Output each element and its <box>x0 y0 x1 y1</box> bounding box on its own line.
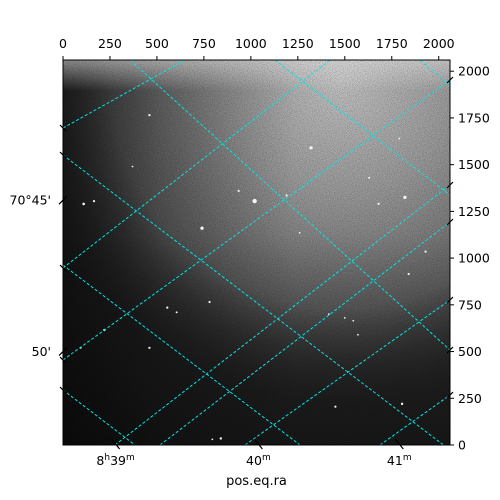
x-axis-label: pos.eq.ra <box>226 474 287 489</box>
edge-grid-tick-7 <box>446 346 454 354</box>
edge-grid-tick-8 <box>446 181 454 189</box>
dec-tick-0 <box>58 195 68 205</box>
bottom-ra-axis: 8h39m 40m 41m <box>96 438 412 468</box>
ra-tick-label-1: 40m <box>246 453 271 468</box>
top-tick-label-7: 1750 <box>376 36 408 51</box>
top-tick-label-2: 500 <box>145 36 169 51</box>
star-22 <box>334 405 337 408</box>
star-6 <box>82 202 85 206</box>
edge-grid-tick-2 <box>59 356 67 364</box>
grid-line-8 <box>63 154 445 445</box>
star-1 <box>200 226 204 230</box>
star-8 <box>237 189 240 192</box>
star-28 <box>368 176 371 179</box>
ra-tick-label-0: 8h39m <box>96 453 134 468</box>
ra-tick-2 <box>394 438 404 450</box>
top-tick-label-5: 1250 <box>282 36 314 51</box>
edge-grid-tick-5 <box>446 76 454 84</box>
right-tick-label-6: 1500 <box>458 157 490 172</box>
star-26 <box>398 137 401 140</box>
star-4 <box>403 195 407 200</box>
top-pixel-axis: 0 250 500 750 1000 1250 1500 1750 2000 <box>59 36 455 60</box>
right-tick-label-2: 500 <box>458 344 482 359</box>
right-tick-label-1: 250 <box>458 391 482 406</box>
axes-frame <box>62 59 451 446</box>
star-7 <box>92 200 96 203</box>
top-tick-label-8: 2000 <box>423 36 455 51</box>
ra-tick-1 <box>253 438 263 450</box>
coordinate-grid <box>63 60 450 445</box>
stars-layer <box>79 114 427 441</box>
star-15 <box>208 300 211 304</box>
grid-line-0 <box>63 60 186 129</box>
star-20 <box>148 346 151 349</box>
grid-line-7 <box>129 60 450 351</box>
star-3 <box>148 114 151 117</box>
grid-line-10 <box>63 389 136 445</box>
star-23 <box>400 402 404 406</box>
grid-line-1 <box>63 60 331 269</box>
ra-tick-0 <box>111 438 121 450</box>
grid-line-4 <box>114 184 450 445</box>
star-17 <box>343 317 346 319</box>
right-tick-label-7: 1750 <box>458 110 490 125</box>
edge-grid-tick-4 <box>59 386 67 394</box>
edge-grid-tick-1 <box>59 264 67 272</box>
top-tick-label-3: 750 <box>192 36 216 51</box>
grid-line-5 <box>244 299 450 445</box>
star-9 <box>285 194 288 197</box>
left-dec-axis: 70°45' 50' <box>10 124 68 394</box>
star-2 <box>309 146 313 150</box>
dec-tick-label-0: 70°45' <box>10 193 52 208</box>
ra-tick-label-2: 41m <box>387 453 412 468</box>
edge-grid-tick-10 <box>446 391 454 399</box>
star-16 <box>327 313 330 316</box>
star-14 <box>175 311 178 314</box>
edge-grid-tick-6 <box>446 218 454 226</box>
noise-grain <box>63 60 450 445</box>
star-27 <box>131 165 134 168</box>
star-0 <box>252 198 257 204</box>
edge-grid-tick-0 <box>59 124 67 132</box>
top-tick-label-6: 1500 <box>329 36 361 51</box>
star-5 <box>377 202 380 206</box>
star-29 <box>298 231 301 234</box>
star-18 <box>352 319 355 322</box>
edge-grid-tick-3 <box>59 151 67 159</box>
grid-line-11 <box>274 60 450 196</box>
star-13 <box>166 306 169 309</box>
star-24 <box>219 437 223 440</box>
right-tick-label-4: 1000 <box>458 251 490 266</box>
top-tick-label-4: 1000 <box>235 36 267 51</box>
star-19 <box>357 333 359 336</box>
right-tick-label-5: 1250 <box>458 204 490 219</box>
right-tick-label-8: 2000 <box>458 64 490 79</box>
star-25 <box>211 438 214 441</box>
right-tick-label-0: 0 <box>458 438 466 453</box>
right-tick-label-3: 750 <box>458 297 482 312</box>
dec-tick-1 <box>58 347 68 356</box>
dec-tick-label-1: 50' <box>32 344 51 359</box>
image-frame <box>63 60 450 445</box>
top-tick-label-1: 250 <box>98 36 122 51</box>
star-10 <box>407 272 410 276</box>
grid-line-6 <box>379 394 450 445</box>
top-tick-label-0: 0 <box>59 36 67 51</box>
star-11 <box>424 250 427 253</box>
edge-grid-tick-9 <box>446 296 454 304</box>
right-pixel-axis: 0 250 500 750 1000 1250 1500 1750 2000 <box>446 64 490 453</box>
grid-line-2 <box>159 221 450 445</box>
grid-line-12 <box>419 60 450 86</box>
